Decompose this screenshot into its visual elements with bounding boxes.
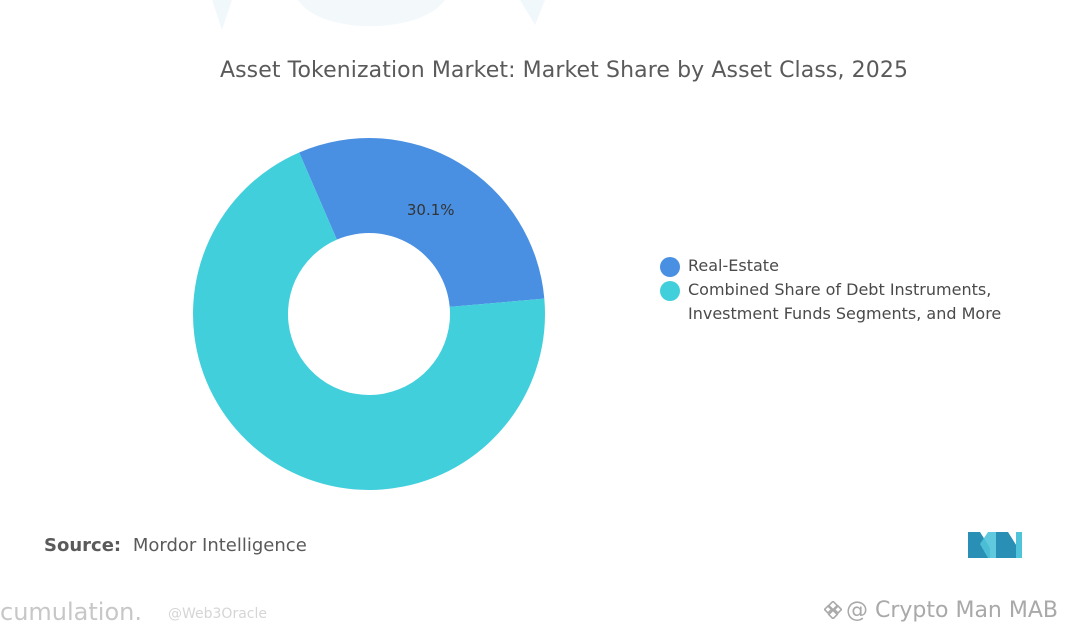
binance-square-icon bbox=[824, 601, 842, 619]
donut-slice-0 bbox=[299, 138, 545, 307]
legend-label-1-line-1: Investment Funds Segments, and More bbox=[688, 304, 1002, 323]
source-name: Mordor Intelligence bbox=[132, 535, 307, 556]
source-line: Source: Mordor Intelligence bbox=[44, 535, 307, 556]
chart-legend: Real-Estate Combined Share of Debt Instru… bbox=[660, 254, 1060, 326]
legend-swatch-0 bbox=[660, 257, 680, 277]
legend-swatch-1 bbox=[660, 281, 680, 301]
legend-item-0: Real-Estate bbox=[660, 254, 1060, 278]
background-shape-center bbox=[298, 0, 445, 27]
donut-slice-label-0: 30.1% bbox=[407, 201, 455, 219]
watermark-text-left: cumulation. bbox=[0, 598, 142, 626]
legend-label-1-line-0: Combined Share of Debt Instruments, bbox=[688, 280, 992, 299]
background-decoration bbox=[212, 0, 545, 30]
watermark-right-text: @ Crypto Man MAB bbox=[846, 598, 1058, 623]
background-shape-left bbox=[212, 0, 232, 30]
legend-label-0-line-0: Real-Estate bbox=[688, 256, 779, 275]
watermark-handle: @Web3Oracle bbox=[168, 606, 267, 622]
donut-slice-1 bbox=[193, 152, 546, 490]
watermark-right: @ Crypto Man MAB bbox=[824, 598, 1058, 623]
mordor-intelligence-logo-icon bbox=[968, 532, 1022, 558]
legend-item-1: Combined Share of Debt Instruments, Inves… bbox=[660, 278, 1060, 326]
donut-chart: 30.1% bbox=[193, 138, 546, 490]
chart-title: Asset Tokenization Market: Market Share … bbox=[219, 58, 909, 83]
background-shape-right bbox=[520, 0, 545, 25]
source-label: Source: bbox=[44, 535, 122, 556]
